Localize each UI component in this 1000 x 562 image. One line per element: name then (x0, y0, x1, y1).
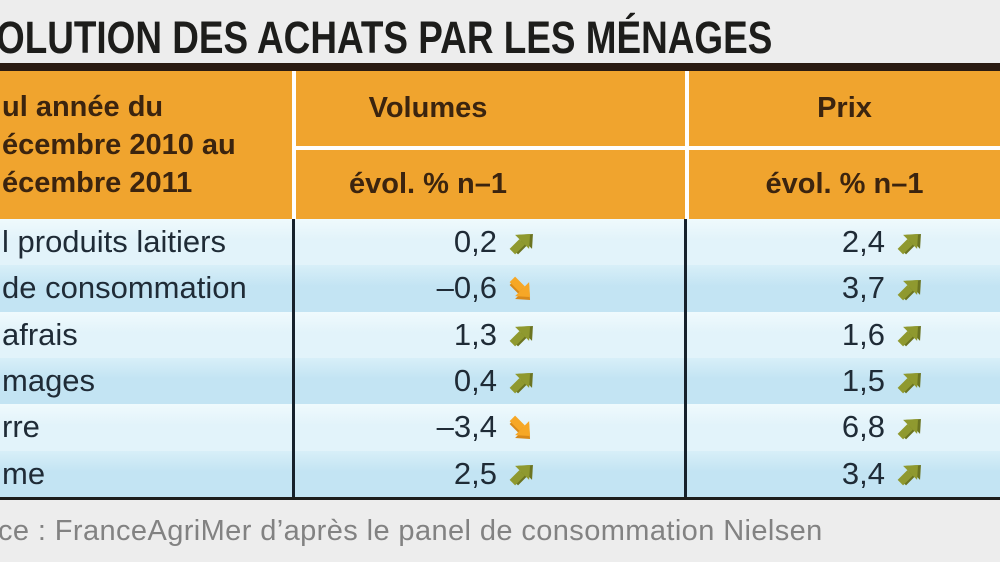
table-body: l produits laitiers 0,2 2,4 de consommat… (0, 219, 1000, 497)
table-row: mages 0,4 1,5 (0, 357, 1000, 405)
table-row: de consommation –0,6 3,7 (0, 265, 1000, 312)
column-divider (292, 265, 295, 312)
table-row: l produits laitiers 0,2 2,4 (0, 219, 1000, 266)
arrow-up-icon (506, 319, 537, 350)
row-label: mages (2, 363, 96, 399)
price-value: 6,8 (841, 409, 885, 445)
table-header: ul année du écembre 2010 au écembre 2011… (0, 71, 1000, 219)
period-line-1: ul année du (2, 91, 164, 123)
prix-subheader: évol. % n–1 (765, 168, 924, 200)
arrow-up-icon (894, 412, 925, 443)
row-label: de consommation (2, 270, 247, 306)
price-value: 2,4 (841, 224, 885, 260)
column-divider (684, 450, 687, 497)
header-divider-vertical (292, 71, 296, 219)
table-bottom-border (0, 497, 1000, 500)
column-divider (292, 357, 295, 405)
period-cell: ul année du écembre 2010 au écembre 2011 (0, 71, 292, 219)
volume-value: –0,6 (436, 270, 497, 306)
header-divider-horizontal (689, 146, 1000, 150)
header-divider-horizontal (296, 146, 685, 150)
row-label: rre (2, 409, 40, 445)
arrow-up-icon (894, 366, 925, 397)
arrow-up-icon (506, 366, 537, 397)
table-row: rre –3,4 6,8 (0, 404, 1000, 451)
row-label: l produits laitiers (2, 224, 226, 260)
column-divider (684, 265, 687, 312)
arrow-up-icon (506, 227, 537, 258)
column-divider (684, 404, 687, 451)
volumes-column-title: Volumes (368, 92, 488, 124)
arrow-up-icon (894, 319, 925, 350)
arrow-up-icon (506, 458, 537, 489)
arrow-up-icon (894, 273, 925, 304)
source-zone: ce : FranceAgriMer d’après le panel de c… (0, 500, 1000, 562)
column-divider (292, 404, 295, 451)
arrow-down-icon (506, 273, 537, 304)
arrow-down-icon (506, 412, 537, 443)
price-value: 3,7 (841, 270, 885, 306)
period-line-2: écembre 2010 au (2, 129, 236, 161)
column-divider (684, 219, 687, 266)
column-divider (292, 450, 295, 497)
source-text: ce : FranceAgriMer d’après le panel de c… (0, 514, 823, 547)
period-line-3: écembre 2011 (2, 167, 193, 199)
volumes-header-column: Volumes évol. % n–1 (296, 71, 685, 219)
column-divider (684, 311, 687, 358)
volume-value: 2,5 (453, 455, 497, 491)
page-title: OLUTION DES ACHATS PAR LES MÉNAGES (0, 12, 773, 63)
volumes-subheader: évol. % n–1 (349, 168, 507, 200)
arrow-up-icon (894, 227, 925, 258)
volume-value: 0,4 (453, 363, 497, 399)
row-label: afrais (2, 316, 78, 352)
price-value: 1,6 (841, 316, 885, 352)
title-underline-bar (0, 63, 1000, 71)
prix-column-title: Prix (817, 92, 872, 124)
prix-header-column: Prix évol. % n–1 (689, 71, 1000, 219)
price-value: 3,4 (841, 455, 885, 491)
volume-value: 0,2 (453, 224, 497, 260)
arrow-up-icon (894, 458, 925, 489)
volume-value: 1,3 (453, 316, 497, 352)
title-zone: OLUTION DES ACHATS PAR LES MÉNAGES (0, 0, 1000, 63)
row-label: me (2, 455, 46, 491)
price-value: 1,5 (841, 363, 885, 399)
column-divider (684, 357, 687, 405)
header-divider-vertical (685, 71, 689, 219)
table-row: me 2,5 3,4 (0, 450, 1000, 497)
column-divider (292, 219, 295, 266)
column-divider (292, 311, 295, 358)
volume-value: –3,4 (436, 409, 497, 445)
table-row: afrais 1,3 1,6 (0, 311, 1000, 358)
